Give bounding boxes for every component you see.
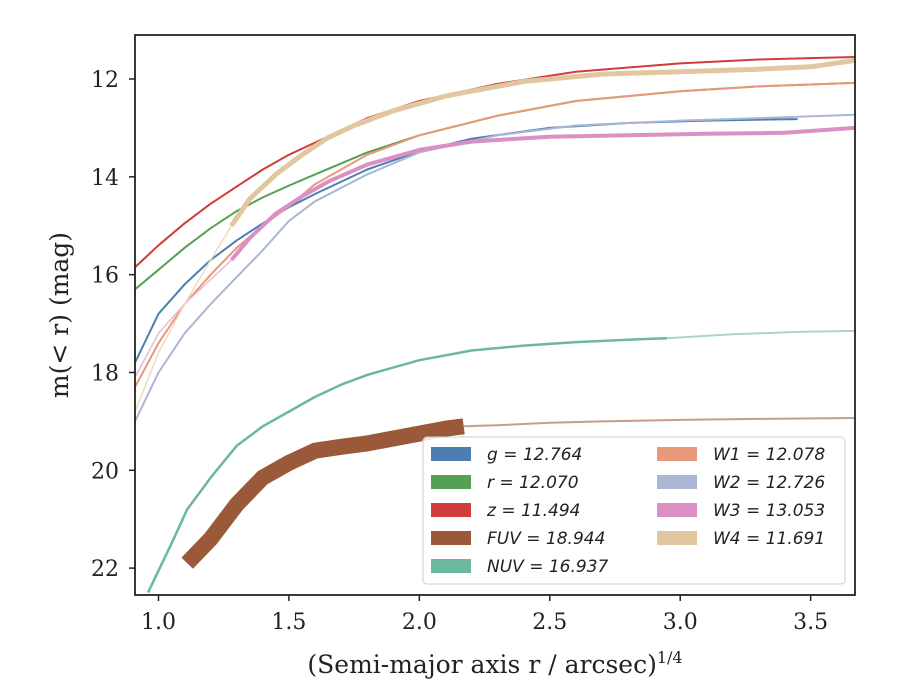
legend-label: W3 = 13.053 [713,501,825,521]
legend-label: FUV = 18.944 [487,529,605,549]
y-tick-label: 14 [91,166,119,191]
series-line-w2 [135,115,855,422]
y-tick-label: 16 [91,264,119,289]
legend-swatch [657,475,697,489]
series-line-r [135,83,855,289]
series-line-nuv-extension [667,331,855,338]
series-line-w4 [232,60,856,225]
legend-swatch [431,447,471,461]
legend: g = 12.764 r = 12.070 z = 11.494 FUV = 18.9… [423,437,845,584]
y-tick-label: 22 [91,557,119,582]
x-tick-label: 1.0 [141,610,176,635]
x-tick-label: 2.0 [402,610,437,635]
series-line-fuv-extension [464,418,855,426]
x-tick-label: 1.5 [271,610,306,635]
legend-swatch [431,475,471,489]
legend-swatch [431,559,471,573]
curve-of-growth-chart: 1.0 1.5 2.0 2.5 3.0 3.5 12 14 16 18 20 22 g = 12.76… [0,0,900,700]
x-axis-label-superscript: 1/4 [657,648,683,667]
legend-label: W2 = 12.726 [713,473,825,493]
legend-label: r = 12.070 [487,473,579,493]
legend-label: z = 11.494 [486,501,580,521]
y-tick-label: 20 [91,459,119,484]
legend-label: W1 = 12.078 [713,445,825,465]
x-tick-label: 3.0 [663,610,698,635]
legend-label: g = 12.764 [487,445,582,465]
legend-swatch [657,503,697,517]
series-line-w3 [232,128,856,260]
chart-root: 1.0 1.5 2.0 2.5 3.0 3.5 12 14 16 18 20 22 g = 12.76… [0,0,900,700]
x-tick-label: 2.5 [532,610,567,635]
series-line-g [135,119,798,363]
legend-swatch [431,531,471,545]
series-line-w1 [135,83,855,387]
series-line-fuv [187,426,464,563]
legend-label: NUV = 16.937 [487,557,609,577]
x-axis-label: (Semi-major axis r / arcsec)1/4 [307,648,682,679]
x-tick-label: 3.5 [793,610,828,635]
y-tick-label: 18 [91,361,119,386]
y-axis-label: m(< r) (mag) [45,232,74,398]
legend-label: W4 = 11.691 [713,529,825,549]
legend-swatch [657,531,697,545]
legend-swatch [657,447,697,461]
legend-swatch [431,503,471,517]
y-tick-label: 12 [91,68,119,93]
